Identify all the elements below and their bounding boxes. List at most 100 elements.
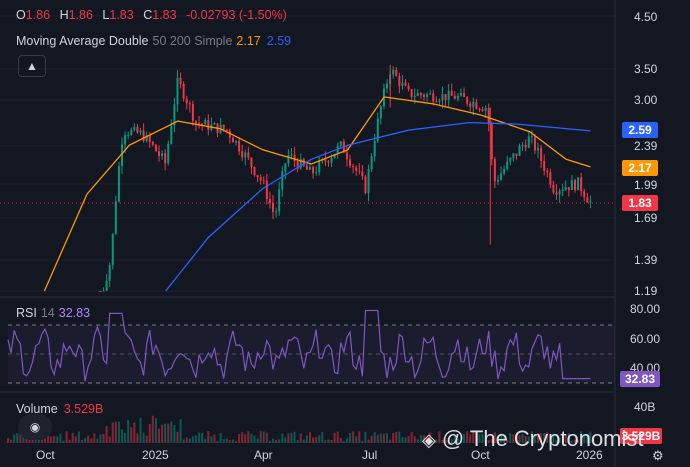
ma50-price-tag: 2.17 [622,160,658,176]
candle-body [161,153,164,156]
volume-bar [188,438,191,443]
candle-body [416,93,419,96]
candle-body [481,109,484,111]
volume-bar [247,431,250,443]
volume-bar [398,431,401,443]
volume-bar [518,435,521,443]
collapse-legend-button[interactable]: ▲ [18,55,46,77]
candle-body [484,108,487,111]
volume-bar [145,435,148,443]
volume-bar [299,433,302,443]
volume-bar [161,424,164,443]
ma50-value: 2.17 [236,34,261,48]
volume-bar [10,439,13,443]
candle-body [456,95,459,99]
candle-body [463,93,466,98]
candle-body [373,140,376,157]
volume-bar [472,431,475,443]
candle-body [296,161,299,169]
volume-bar [401,436,404,443]
volume-bar [222,439,225,443]
eye-icon[interactable]: ◉ [18,414,52,440]
volume-bar [127,419,130,443]
candle-body [426,94,429,97]
volume-bar [7,438,9,443]
candle-body [429,93,432,95]
volume-bar [490,439,493,443]
rsi-value-tag: 32.83 [620,371,660,387]
volume-bar [453,435,456,443]
candles [99,64,592,292]
volume-bar [339,438,342,443]
volume-bar [361,440,364,443]
time-tick: Oct [471,448,490,462]
candle-body [453,95,456,99]
candle-body [204,120,207,125]
price-tick: 2.39 [634,139,658,153]
candle-body [330,157,333,163]
volume-bar [543,433,546,443]
candle-body [386,83,389,89]
volume-bar [65,431,68,443]
volume-bar [225,438,228,443]
volume-bar [207,431,210,443]
candle-body [530,136,533,138]
candle-body [450,90,453,96]
volume-bar [77,431,80,443]
open-value: 1.86 [25,8,51,22]
volume-bar [370,435,373,443]
candle-body [324,159,327,162]
candle-body [191,103,194,121]
volume-bar [287,433,290,443]
candle-body [167,143,170,164]
candle-body [552,184,555,193]
volume-bar [87,435,90,443]
volume-bar [450,439,453,443]
volume-bar [259,431,262,443]
ma-legend[interactable]: Moving Average Double 50 200 Simple 2.17 2.… [16,34,291,48]
candle-body [349,159,352,166]
candle-body [518,145,521,156]
volume-bar [364,431,367,443]
volume-bar [336,431,339,443]
candle-body [509,158,512,162]
candle-body [182,83,185,99]
volume-bar [124,433,127,443]
ma-name: Moving Average Double [16,34,149,48]
candle-body [478,108,481,110]
volume-bar [90,438,93,443]
candle-body [222,124,225,130]
candle-body [564,187,567,190]
candle-body [444,94,447,100]
candle-body [358,170,361,172]
candle-body [151,141,154,145]
gear-icon[interactable]: ⚙ [652,448,664,463]
volume-bar [379,433,382,443]
volume-bar [586,434,589,443]
volume-legend[interactable]: Volume 3.529B [16,402,103,416]
candle-body [284,163,287,172]
candle-body [124,134,127,145]
candle-body [105,280,108,291]
volume-bar [496,439,499,443]
volume-bar [561,433,564,443]
volume-bar [447,437,450,443]
rsi-legend[interactable]: RSI 14 32.83 [16,306,90,320]
volume-bar [318,435,321,443]
candle-body [527,136,530,148]
volume-bar [179,419,182,443]
volume-bar [16,433,19,443]
volume-bar [96,438,99,443]
volume-bar [164,423,167,443]
volume-bar [540,433,543,443]
volume-bar [50,436,53,443]
volume-bar [204,438,207,443]
candle-body [515,153,518,156]
volume-bar [463,433,466,443]
volume-bar [324,440,327,443]
candle-body [496,179,499,182]
volume-bar [133,422,136,443]
volume-bar [555,440,558,443]
candle-body [235,140,238,143]
